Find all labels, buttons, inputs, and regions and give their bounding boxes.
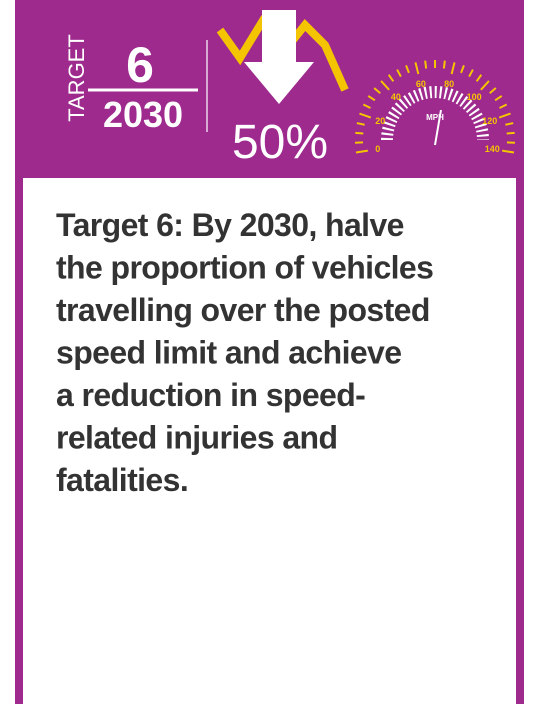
body-line: Target 6: By 2030, halve [56, 207, 404, 243]
gauge-tick [424, 60, 428, 69]
card-body [23, 178, 516, 704]
gauge-tick [414, 62, 420, 75]
body-text: Target 6: By 2030, halve the proportion o… [56, 207, 434, 498]
body-line: related injuries and [56, 420, 337, 456]
gauge-label: 20 [375, 116, 385, 126]
body-line: fatalities. [56, 462, 188, 498]
gauge-tick [380, 80, 390, 91]
gauge-tick [460, 65, 465, 74]
target-label: TARGET [64, 34, 89, 122]
gauge-unit: MPH [426, 113, 444, 122]
gauge-tick [468, 69, 474, 78]
gauge-tick [502, 149, 515, 154]
reduction-value: 50% [232, 116, 328, 169]
gauge-tick [505, 122, 514, 126]
body-line: a reduction in speed- [56, 377, 365, 413]
gauge-label: 140 [485, 144, 500, 154]
gauge-label: 120 [482, 116, 497, 126]
gauge-tick [359, 112, 372, 119]
gauge-label: 0 [375, 144, 380, 154]
target-year: 2030 [103, 94, 183, 135]
gauge-tick [387, 74, 395, 82]
gauge-tick [405, 65, 410, 74]
down-arrow [244, 10, 314, 104]
gauge-tick [489, 87, 497, 95]
gauge-tick [498, 112, 511, 119]
gauge-tick [506, 131, 515, 135]
gauge-tick [355, 131, 364, 135]
gauge-tick [450, 62, 456, 75]
gauge-label: 100 [467, 92, 482, 102]
body-line: travelling over the posted [56, 292, 430, 328]
gauge-tick [355, 149, 368, 154]
gauge-tick [356, 122, 365, 126]
gauge-tick [367, 95, 376, 102]
gauge-label: 80 [444, 79, 454, 89]
speedometer: 0 20 40 60 80 100 120 140 MPH [355, 60, 515, 154]
body-line: speed limit and achieve [56, 335, 401, 371]
gauge-label: 40 [391, 92, 401, 102]
body-line: the proportion of vehicles [56, 250, 433, 286]
gauge-tick [499, 103, 508, 109]
target-number: 6 [126, 37, 154, 93]
gauge-label: 60 [416, 79, 426, 89]
gauge-tick [494, 95, 503, 102]
gauge-tick [362, 103, 371, 109]
gauge-tick [442, 60, 446, 69]
gauge-face [381, 86, 489, 141]
gauge-tick [475, 74, 483, 82]
gauge-tick [480, 80, 490, 91]
gauge-needle [434, 109, 442, 146]
gauge-tick [396, 69, 402, 78]
gauge-tick [373, 87, 381, 95]
